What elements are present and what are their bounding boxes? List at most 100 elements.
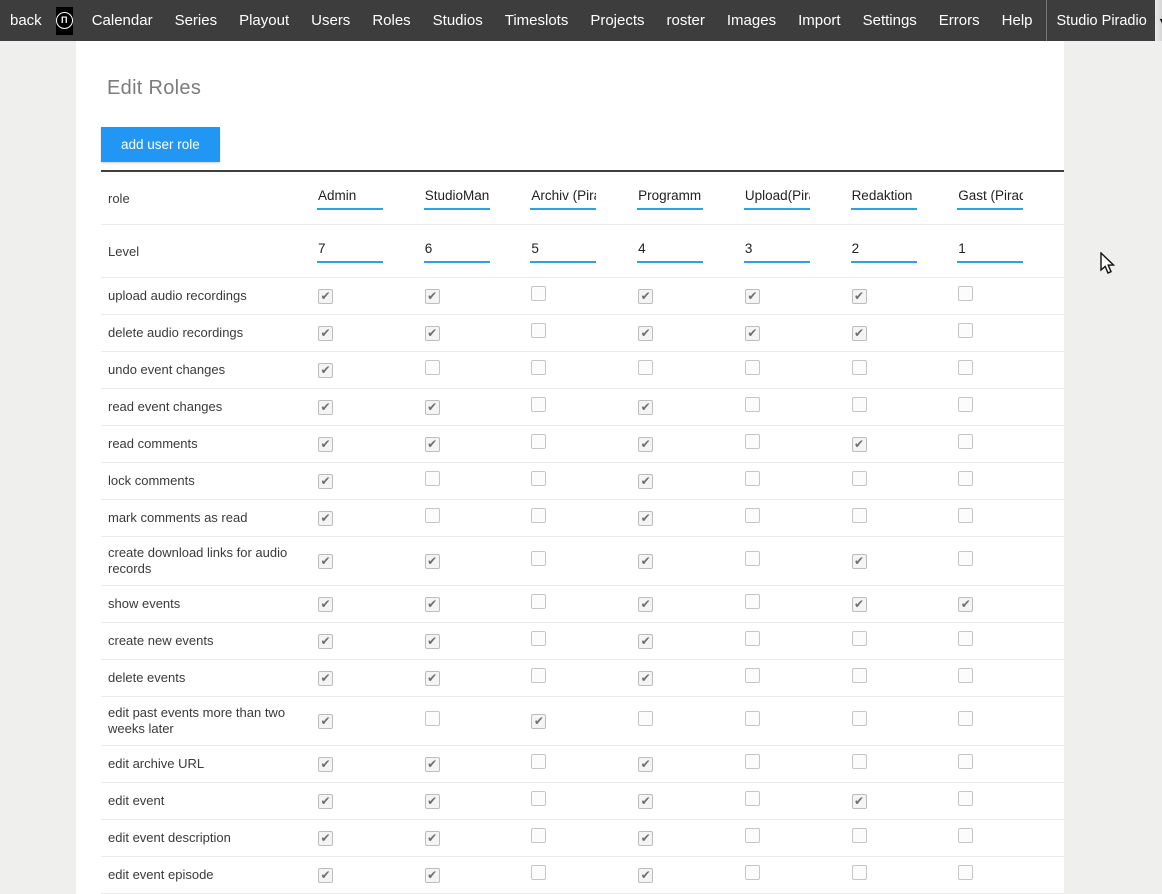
permission-checkbox[interactable]: ✔ <box>318 713 333 729</box>
studio-select[interactable]: Studio Piradio ▼ <box>1045 0 1162 41</box>
permission-checkbox[interactable]: ✔ <box>638 793 654 809</box>
permission-checkbox[interactable] <box>958 865 974 880</box>
permission-checkbox[interactable] <box>958 828 974 843</box>
role-name-input[interactable] <box>423 188 490 210</box>
permission-checkbox[interactable] <box>744 754 760 769</box>
permission-checkbox[interactable] <box>744 360 760 375</box>
permission-checkbox[interactable]: ✔ <box>318 830 333 846</box>
permission-checkbox[interactable] <box>744 508 760 523</box>
permission-checkbox[interactable] <box>958 791 974 806</box>
permission-checkbox[interactable] <box>744 631 760 646</box>
permission-checkbox[interactable] <box>958 397 974 412</box>
permission-checkbox[interactable]: ✔ <box>744 288 760 304</box>
nav-item-projects[interactable]: Projects <box>590 12 645 29</box>
permission-checkbox[interactable]: ✔ <box>638 436 654 452</box>
nav-item-help[interactable]: Help <box>1001 12 1033 29</box>
nav-item-timeslots[interactable]: Timeslots <box>504 12 569 29</box>
permission-checkbox[interactable] <box>851 360 867 375</box>
nav-back-link[interactable]: back <box>10 12 42 29</box>
permission-checkbox[interactable]: ✔ <box>318 553 333 569</box>
permission-checkbox[interactable] <box>531 668 547 683</box>
permission-checkbox[interactable] <box>851 865 867 880</box>
permission-checkbox[interactable]: ✔ <box>318 288 333 304</box>
permission-checkbox[interactable]: ✔ <box>424 867 440 883</box>
permission-checkbox[interactable] <box>531 631 547 646</box>
permission-checkbox[interactable]: ✔ <box>318 436 333 452</box>
nav-item-calendar[interactable]: Calendar <box>91 12 153 29</box>
permission-checkbox[interactable]: ✔ <box>424 325 440 341</box>
permission-checkbox[interactable] <box>958 508 974 523</box>
permission-checkbox[interactable] <box>744 791 760 806</box>
permission-checkbox[interactable]: ✔ <box>638 473 654 489</box>
permission-checkbox[interactable] <box>958 711 974 726</box>
permission-checkbox[interactable] <box>744 594 760 609</box>
permission-checkbox[interactable] <box>744 865 760 880</box>
permission-checkbox[interactable]: ✔ <box>851 288 867 304</box>
permission-checkbox[interactable] <box>958 360 974 375</box>
permission-checkbox[interactable] <box>851 397 867 412</box>
permission-checkbox[interactable] <box>531 286 547 301</box>
permission-checkbox[interactable] <box>744 471 760 486</box>
role-level-input[interactable] <box>530 241 597 263</box>
permission-checkbox[interactable]: ✔ <box>638 288 654 304</box>
permission-checkbox[interactable]: ✔ <box>318 510 333 526</box>
permission-checkbox[interactable] <box>531 434 547 449</box>
role-level-input[interactable] <box>850 241 917 263</box>
permission-checkbox[interactable]: ✔ <box>318 362 333 378</box>
permission-checkbox[interactable]: ✔ <box>424 553 440 569</box>
permission-checkbox[interactable] <box>744 828 760 843</box>
permission-checkbox[interactable]: ✔ <box>638 756 654 772</box>
permission-checkbox[interactable] <box>851 711 867 726</box>
permission-checkbox[interactable]: ✔ <box>424 436 440 452</box>
permission-checkbox[interactable] <box>851 508 867 523</box>
permission-checkbox[interactable] <box>851 471 867 486</box>
permission-checkbox[interactable] <box>531 471 547 486</box>
permission-checkbox[interactable]: ✔ <box>318 473 333 489</box>
permission-checkbox[interactable] <box>851 754 867 769</box>
permission-checkbox[interactable] <box>531 323 547 338</box>
permission-checkbox[interactable]: ✔ <box>851 793 867 809</box>
permission-checkbox[interactable]: ✔ <box>638 596 654 612</box>
dropdown-arrow-icon[interactable]: ▼ <box>1154 0 1162 41</box>
nav-item-playout[interactable]: Playout <box>239 12 290 29</box>
nav-item-settings[interactable]: Settings <box>862 12 917 29</box>
nav-item-images[interactable]: Images <box>726 12 777 29</box>
permission-checkbox[interactable]: ✔ <box>318 325 333 341</box>
permission-checkbox[interactable] <box>531 551 547 566</box>
permission-checkbox[interactable]: ✔ <box>424 793 440 809</box>
nav-item-roles[interactable]: Roles <box>372 12 411 29</box>
add-user-role-button[interactable]: add user role <box>101 127 220 162</box>
permission-checkbox[interactable]: ✔ <box>638 830 654 846</box>
permission-checkbox[interactable]: ✔ <box>424 756 440 772</box>
role-level-input[interactable] <box>637 241 704 263</box>
permission-checkbox[interactable]: ✔ <box>744 325 760 341</box>
role-name-input[interactable] <box>317 188 383 210</box>
permission-checkbox[interactable]: ✔ <box>958 596 974 612</box>
role-level-input[interactable] <box>743 241 810 263</box>
permission-checkbox[interactable] <box>531 828 547 843</box>
permission-checkbox[interactable]: ✔ <box>424 399 440 415</box>
permission-checkbox[interactable] <box>958 631 974 646</box>
permission-checkbox[interactable]: ✔ <box>638 399 654 415</box>
app-logo[interactable]: Π <box>55 6 73 35</box>
permission-checkbox[interactable]: ✔ <box>638 633 654 649</box>
role-name-input[interactable] <box>850 188 917 210</box>
permission-checkbox[interactable]: ✔ <box>318 399 333 415</box>
nav-item-import[interactable]: Import <box>798 12 841 29</box>
permission-checkbox[interactable]: ✔ <box>318 756 333 772</box>
permission-checkbox[interactable]: ✔ <box>424 633 440 649</box>
nav-item-users[interactable]: Users <box>311 12 351 29</box>
permission-checkbox[interactable]: ✔ <box>318 633 333 649</box>
role-name-input[interactable] <box>637 188 704 210</box>
permission-checkbox[interactable]: ✔ <box>851 325 867 341</box>
permission-checkbox[interactable]: ✔ <box>638 510 654 526</box>
nav-item-roster[interactable]: roster <box>666 12 705 29</box>
permission-checkbox[interactable]: ✔ <box>638 325 654 341</box>
permission-checkbox[interactable]: ✔ <box>424 670 440 686</box>
role-name-input[interactable] <box>957 188 1024 210</box>
permission-checkbox[interactable] <box>744 397 760 412</box>
permission-checkbox[interactable]: ✔ <box>318 867 333 883</box>
permission-checkbox[interactable]: ✔ <box>851 596 867 612</box>
permission-checkbox[interactable]: ✔ <box>638 670 654 686</box>
permission-checkbox[interactable]: ✔ <box>318 596 333 612</box>
